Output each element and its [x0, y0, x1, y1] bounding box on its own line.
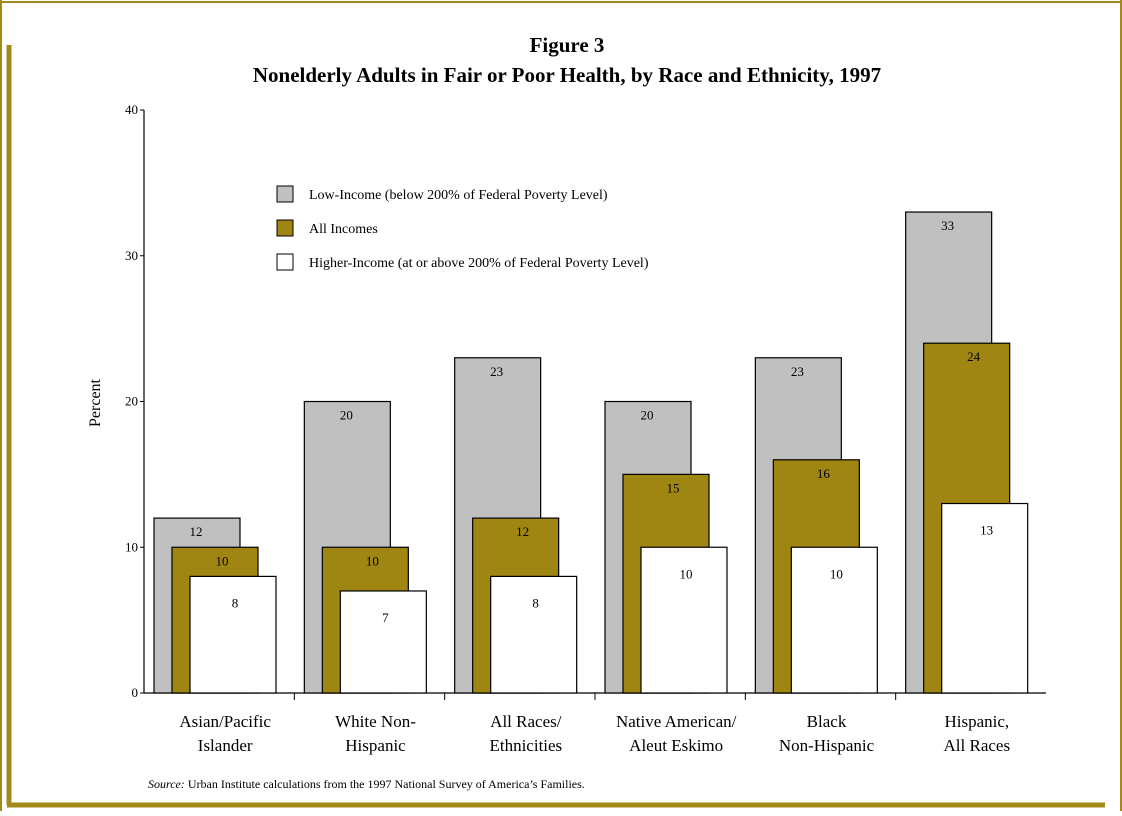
- legend-swatch: [276, 219, 294, 237]
- data-label: 16: [817, 466, 831, 481]
- y-tick-label: 30: [125, 248, 138, 263]
- data-label: 12: [190, 524, 203, 539]
- category-label: Aleut Eskimo: [629, 736, 723, 755]
- category-label: Non-Hispanic: [779, 736, 875, 755]
- data-label: 10: [366, 553, 379, 568]
- y-axis-label: Percent: [87, 378, 104, 427]
- source-label: Source:: [148, 777, 185, 791]
- category-label: Hispanic,: [944, 712, 1009, 731]
- data-label: 10: [680, 566, 693, 581]
- data-label: 20: [340, 408, 353, 423]
- data-label: 23: [791, 364, 804, 379]
- data-label: 23: [490, 364, 503, 379]
- bar-higher-income: [790, 546, 878, 694]
- category-label: Black: [807, 712, 847, 731]
- legend-swatch: [276, 185, 294, 203]
- category-label: Asian/Pacific: [179, 712, 271, 731]
- category-label: White Non-: [335, 712, 416, 731]
- category-label: Islander: [198, 736, 253, 755]
- source-note: Source: Urban Institute calculations fro…: [148, 777, 585, 791]
- data-label: 8: [232, 595, 239, 610]
- data-label: 20: [641, 408, 654, 423]
- y-tick-label: 10: [125, 539, 138, 554]
- category-label: Hispanic: [345, 736, 406, 755]
- bar-higher-income: [339, 590, 427, 694]
- bar-higher-income: [189, 575, 277, 694]
- category-label: Native American/: [616, 712, 737, 731]
- category-label: Ethnicities: [489, 736, 562, 755]
- bar-higher-income: [640, 546, 728, 694]
- data-label: 10: [216, 553, 229, 568]
- chart-title: Figure 3: [530, 33, 605, 57]
- legend-entry: Low-Income (below 200% of Federal Povert…: [309, 188, 608, 203]
- data-label: 15: [667, 480, 680, 495]
- y-tick-label: 0: [132, 685, 139, 700]
- data-label: 8: [532, 595, 539, 610]
- data-label: 7: [382, 610, 389, 625]
- bar-higher-income: [941, 502, 1029, 694]
- data-label: 24: [967, 349, 981, 364]
- legend: Low-Income (below 200% of Federal Povert…: [276, 185, 649, 271]
- data-label: 10: [830, 566, 843, 581]
- plot-area: 0 10 20 30 40 12 10 8 Asian/Pacific Islander 20 10 7…: [125, 102, 1046, 755]
- source-text: Urban Institute calculations from the 19…: [185, 777, 585, 791]
- chart-subtitle: Nonelderly Adults in Fair or Poor Health…: [253, 63, 881, 87]
- y-tick-label: 40: [125, 102, 138, 117]
- data-label: 13: [980, 523, 993, 538]
- category-label: All Races: [944, 736, 1011, 755]
- legend-entry: Higher-Income (at or above 200% of Feder…: [309, 256, 649, 271]
- legend-swatch: [276, 253, 294, 271]
- data-label: 12: [516, 524, 529, 539]
- legend-entry: All Incomes: [309, 222, 378, 237]
- bar-higher-income: [490, 575, 578, 694]
- category-label: All Races/: [490, 712, 562, 731]
- data-label: 33: [941, 218, 954, 233]
- y-tick-label: 20: [125, 394, 138, 409]
